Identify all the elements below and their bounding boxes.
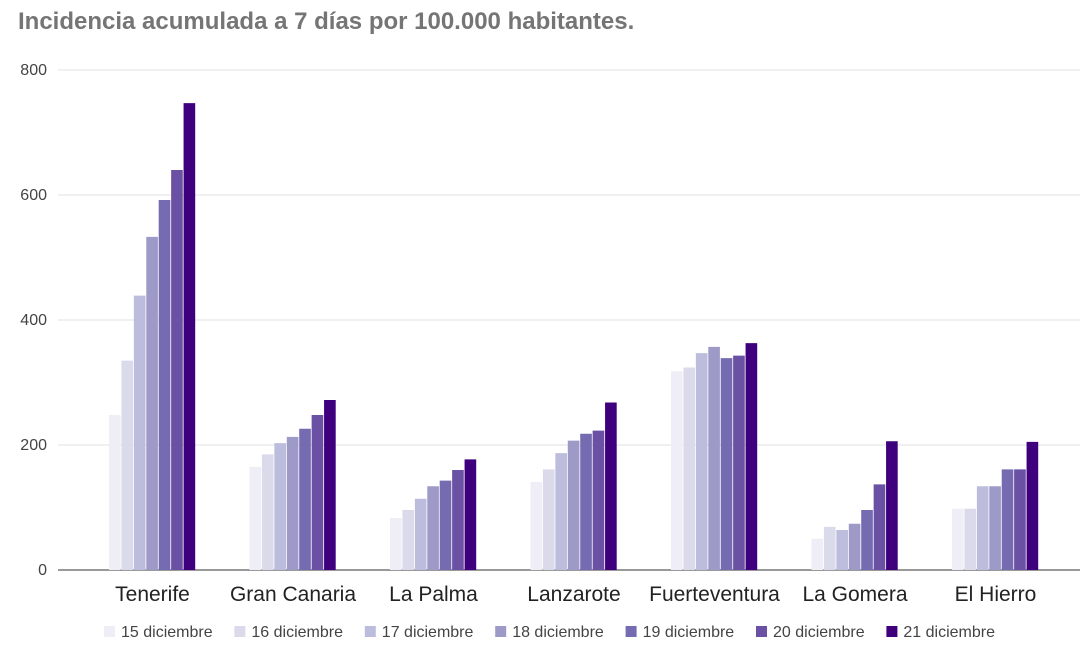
bar[interactable] — [605, 402, 617, 571]
bar[interactable] — [324, 400, 336, 570]
x-category-label: La Gomera — [802, 583, 907, 606]
bar[interactable] — [1014, 469, 1026, 571]
y-axis-ticks: 0 200 400 600 800 — [20, 62, 47, 579]
bar[interactable] — [311, 415, 324, 570]
bar[interactable] — [171, 170, 183, 570]
bar[interactable] — [146, 236, 158, 571]
bar[interactable] — [823, 526, 836, 571]
bar[interactable] — [873, 484, 886, 571]
legend-swatch — [886, 626, 898, 637]
bar[interactable] — [249, 466, 262, 571]
legend-swatch — [495, 626, 507, 637]
y-tick-label: 200 — [20, 437, 47, 454]
legend-swatch — [364, 626, 376, 637]
bar[interactable] — [542, 469, 555, 571]
bar[interactable] — [836, 530, 848, 570]
bars — [109, 103, 1039, 571]
legend-swatch — [104, 626, 115, 637]
bar[interactable] — [464, 459, 477, 571]
x-category-label: La Palma — [389, 583, 478, 606]
y-tick-label: 400 — [20, 312, 47, 329]
bar[interactable] — [708, 346, 720, 571]
x-category-label: Lanzarote — [527, 583, 620, 606]
bar[interactable] — [567, 440, 580, 571]
legend-label: 21 diciembre — [903, 624, 995, 641]
legend-swatch — [234, 626, 246, 637]
bar[interactable] — [261, 454, 274, 571]
bar[interactable] — [274, 443, 286, 571]
bar[interactable] — [683, 367, 696, 571]
bar[interactable] — [1026, 441, 1039, 571]
bar[interactable] — [952, 508, 964, 570]
y-tick-label: 800 — [20, 62, 47, 79]
bar[interactable] — [530, 481, 543, 571]
legend-label: 19 diciembre — [643, 624, 735, 641]
legend-label: 20 diciembre — [773, 624, 865, 641]
bar[interactable] — [299, 428, 311, 570]
bar[interactable] — [133, 295, 146, 571]
bar[interactable] — [964, 508, 977, 570]
x-category-label: Gran Canaria — [230, 583, 356, 606]
bar[interactable] — [733, 355, 745, 571]
y-tick-label: 0 — [38, 562, 47, 579]
bar[interactable] — [286, 436, 299, 571]
legend-label: 17 diciembre — [382, 624, 474, 641]
bar[interactable] — [886, 441, 898, 570]
legend: 15 diciembre 16 diciembre 17 diciembre 18 d… — [104, 624, 995, 641]
bar[interactable] — [158, 200, 171, 570]
bar[interactable] — [402, 510, 415, 570]
bar[interactable] — [976, 486, 989, 570]
chart-title: Incidencia acumulada a 7 días por 100.00… — [18, 8, 635, 35]
legend-swatch — [756, 626, 767, 637]
bar[interactable] — [390, 518, 402, 571]
legend-swatch — [625, 626, 637, 637]
y-tick-label: 600 — [20, 187, 47, 204]
bar[interactable] — [555, 453, 567, 571]
x-category-label: Fuerteventura — [649, 583, 780, 606]
legend-label: 18 diciembre — [512, 624, 604, 641]
bar[interactable] — [414, 498, 427, 570]
legend-label: 16 diciembre — [251, 624, 343, 641]
legend-label: 15 diciembre — [121, 624, 213, 641]
bar[interactable] — [439, 480, 452, 571]
bar[interactable] — [720, 358, 733, 571]
bar[interactable] — [671, 371, 683, 570]
bar[interactable] — [861, 510, 873, 570]
bar[interactable] — [989, 486, 1001, 570]
bar[interactable] — [580, 433, 592, 570]
bar[interactable] — [183, 103, 196, 571]
x-axis-categories: Tenerife Gran Canaria La Palma Lanzarote Fue… — [115, 583, 1036, 606]
bar[interactable] — [1001, 469, 1014, 571]
bar[interactable] — [745, 343, 758, 571]
x-category-label: El Hierro — [955, 583, 1037, 606]
bar[interactable] — [592, 430, 605, 571]
bar[interactable] — [811, 538, 824, 570]
bar[interactable] — [848, 523, 861, 570]
bar[interactable] — [695, 353, 708, 571]
bar[interactable] — [427, 486, 439, 570]
bar[interactable] — [109, 415, 121, 570]
bar[interactable] — [452, 470, 464, 570]
x-category-label: Tenerife — [115, 583, 190, 606]
bar[interactable] — [121, 360, 134, 571]
